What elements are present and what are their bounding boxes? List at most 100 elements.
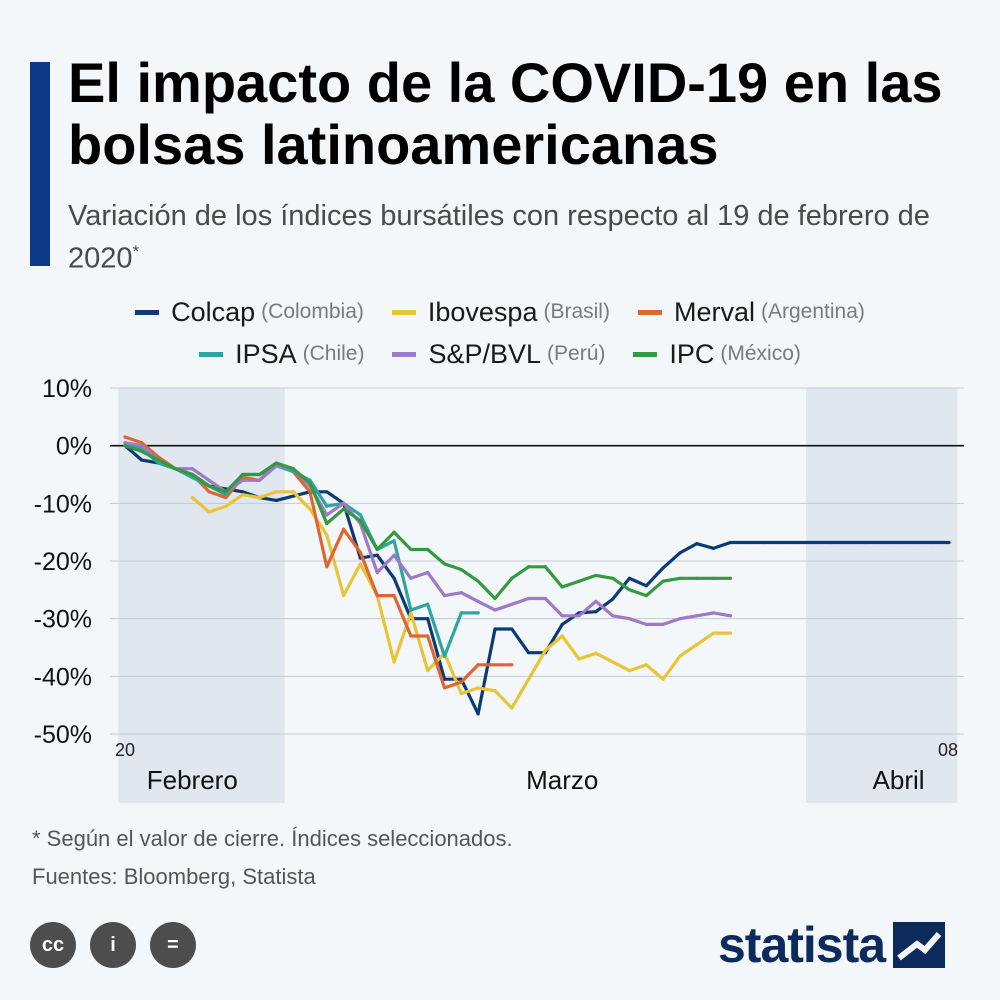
data-point (695, 614, 699, 618)
legend-item-merval: Merval (Argentina) (637, 296, 865, 328)
data-point (207, 490, 211, 494)
chart-subtitle: Variación de los índices bursátiles con … (68, 198, 968, 277)
data-point (661, 677, 665, 681)
data-point (493, 596, 497, 601)
data-point (493, 608, 497, 612)
x-end-label: 08 (938, 740, 958, 760)
legend-name: S&P/BVL (428, 339, 542, 369)
data-point (257, 495, 262, 500)
data-point (207, 484, 211, 488)
no-derivatives-icon[interactable]: = (150, 922, 196, 968)
data-point (543, 596, 548, 601)
data-point (325, 565, 329, 569)
legend-row-1: Colcap (Colombia) Ibovespa (Brasil) Merv… (0, 296, 1000, 328)
data-point (728, 576, 732, 580)
data-point (409, 611, 413, 615)
data-point (594, 610, 598, 614)
data-point (392, 594, 396, 598)
statista-logo[interactable]: statista (718, 916, 946, 974)
data-point (711, 611, 716, 615)
legend-country: (México) (720, 342, 801, 365)
data-point (476, 686, 480, 690)
data-point (526, 677, 531, 681)
y-tick-label: -10% (34, 490, 92, 518)
data-point (358, 550, 363, 554)
data-point (661, 579, 665, 583)
data-point (947, 540, 951, 545)
data-point (510, 663, 514, 667)
data-point (577, 579, 581, 583)
data-point (644, 594, 648, 598)
legend-row-2: IPSA (Chile) S&P/BVL (Perú) IPC (México) (0, 338, 1000, 370)
data-point (728, 540, 732, 545)
data-point (409, 547, 413, 552)
data-point (426, 668, 430, 673)
data-point (241, 490, 245, 494)
y-tick-label: -50% (34, 721, 92, 749)
data-point (846, 540, 850, 545)
data-point (711, 576, 716, 580)
data-point (510, 602, 514, 606)
legend-name: Ibovespa (427, 297, 538, 327)
data-point (476, 579, 480, 583)
data-point (644, 663, 648, 667)
data-point (543, 648, 548, 652)
data-point (711, 546, 716, 550)
subtitle-footnote-mark: * (132, 242, 140, 261)
data-point (476, 611, 480, 615)
legend-swatch (637, 309, 662, 315)
data-point (173, 467, 178, 471)
data-point (577, 614, 581, 618)
data-point (274, 498, 278, 503)
data-point (375, 594, 379, 598)
data-point (274, 490, 278, 494)
data-point (257, 472, 262, 477)
license-icons: cc i = (30, 922, 196, 968)
data-point (560, 585, 564, 589)
data-point (426, 547, 430, 552)
data-point (611, 576, 615, 580)
data-point (224, 495, 228, 500)
data-point (375, 547, 379, 552)
legend-swatch (135, 309, 160, 315)
data-point (190, 467, 194, 471)
data-point (459, 680, 463, 684)
data-point (711, 631, 716, 635)
data-point (560, 622, 564, 627)
data-point (241, 478, 245, 482)
data-point (476, 599, 480, 603)
attribution-icon[interactable]: i (90, 922, 136, 968)
data-point (880, 540, 884, 545)
month-label: Abril (873, 765, 925, 795)
data-point (678, 551, 682, 555)
data-point (190, 495, 194, 500)
data-point (342, 507, 346, 511)
data-point (627, 588, 632, 592)
data-point (442, 686, 447, 690)
data-point (577, 657, 581, 661)
data-point (392, 660, 396, 664)
sources: Fuentes: Bloomberg, Statista (32, 864, 316, 889)
creative-commons-icon[interactable]: cc (30, 922, 76, 968)
data-point (157, 458, 161, 462)
data-point (526, 565, 531, 569)
y-tick-label: 0% (56, 433, 92, 461)
data-point (308, 481, 312, 485)
data-point (325, 521, 329, 526)
data-point (140, 441, 144, 445)
data-point (476, 712, 480, 716)
data-point (358, 519, 363, 523)
data-point (627, 617, 632, 621)
data-point (140, 449, 144, 454)
data-point (358, 562, 363, 566)
data-point (678, 654, 682, 658)
data-point (611, 660, 615, 664)
data-point (745, 540, 749, 545)
data-point (493, 627, 497, 631)
data-point (476, 663, 480, 667)
data-point (140, 458, 144, 462)
legend-name: Merval (673, 297, 755, 327)
y-tick-label: -20% (34, 548, 92, 576)
data-point (812, 540, 817, 545)
